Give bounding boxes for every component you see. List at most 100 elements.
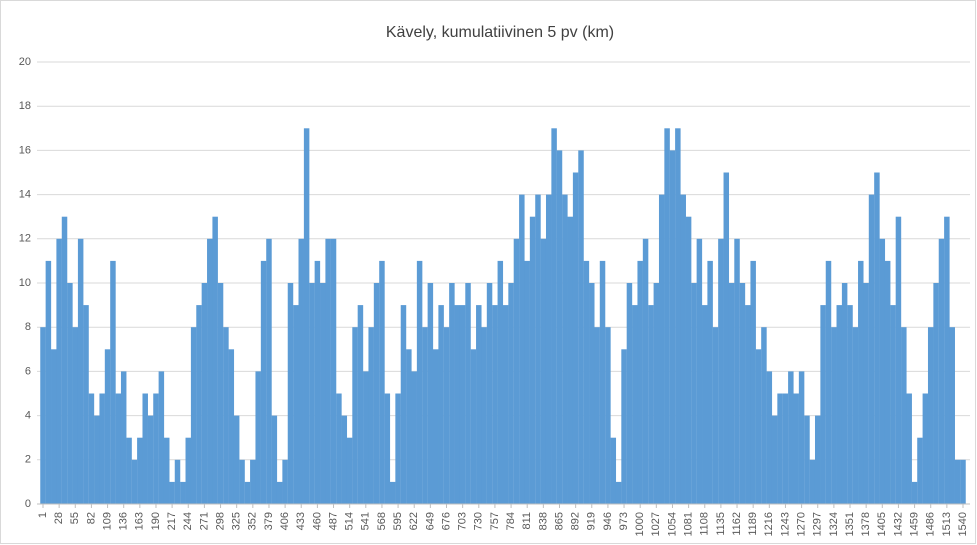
- bar: [137, 437, 143, 504]
- bar: [890, 305, 896, 504]
- y-tick-label: 10: [19, 277, 31, 289]
- bar: [497, 260, 504, 504]
- bar: [325, 238, 331, 505]
- y-tick-label: 18: [19, 100, 31, 112]
- bar: [621, 349, 627, 504]
- x-tick-label: 811: [521, 512, 533, 530]
- bar: [352, 327, 358, 504]
- bar: [61, 216, 68, 504]
- bar: [77, 238, 84, 505]
- x-tick-label: 1: [37, 512, 49, 518]
- bar: [648, 305, 654, 504]
- bar: [529, 216, 536, 504]
- bar: [287, 283, 294, 504]
- bar: [330, 238, 337, 505]
- bar: [459, 305, 466, 504]
- bar: [804, 415, 810, 504]
- bar: [207, 238, 213, 505]
- y-tick-label: 16: [19, 144, 31, 156]
- bar: [492, 305, 498, 504]
- x-tick-label: 433: [295, 512, 307, 530]
- x-tick-label: 1027: [650, 512, 662, 536]
- x-tick-label: 1108: [699, 512, 711, 536]
- x-tick-label: 1081: [683, 512, 695, 536]
- x-tick-label: 1459: [908, 512, 920, 536]
- bar: [400, 305, 407, 504]
- x-tick-label: 352: [247, 512, 259, 530]
- y-tick-label: 6: [25, 365, 31, 377]
- x-tick-label: 55: [69, 512, 81, 524]
- x-tick-label: 1216: [763, 512, 775, 536]
- bar: [427, 283, 434, 504]
- bar: [863, 283, 869, 504]
- bar: [438, 305, 444, 504]
- x-tick-label: 892: [570, 512, 582, 530]
- x-tick-label: 1162: [731, 512, 743, 536]
- bar: [260, 260, 267, 504]
- bar: [443, 327, 450, 504]
- bar: [879, 238, 886, 505]
- x-tick-label: 1378: [860, 512, 872, 536]
- bar: [852, 327, 859, 504]
- bar: [814, 415, 821, 504]
- bar: [922, 393, 929, 504]
- x-tick-label: 541: [360, 512, 372, 530]
- bar: [615, 481, 622, 504]
- bar: [831, 327, 837, 504]
- bar: [433, 349, 439, 504]
- bar: [927, 327, 934, 504]
- bar: [120, 371, 127, 504]
- bar: [212, 216, 218, 504]
- bar: [562, 194, 568, 504]
- x-tick-label: 1270: [796, 512, 808, 536]
- bar: [917, 437, 923, 504]
- bar: [599, 260, 606, 504]
- bar: [271, 415, 278, 504]
- bar: [755, 349, 762, 504]
- x-tick-label: 757: [489, 512, 501, 530]
- x-tick-label: 1486: [925, 512, 937, 536]
- bar: [669, 150, 676, 504]
- bar: [99, 393, 105, 504]
- bar: [454, 305, 461, 504]
- bar: [911, 481, 918, 504]
- bar: [847, 305, 853, 504]
- bar: [944, 216, 950, 504]
- bar: [411, 371, 417, 504]
- bar: [605, 327, 611, 504]
- bar: [94, 415, 100, 504]
- x-tick-label: 217: [166, 512, 178, 530]
- x-tick-label: 919: [586, 512, 598, 530]
- x-tick-label: 514: [344, 512, 356, 530]
- y-tick-label: 12: [19, 233, 31, 245]
- bar: [825, 260, 832, 504]
- bar: [954, 459, 961, 504]
- y-tick-label: 14: [19, 189, 31, 201]
- x-tick-label: 109: [101, 512, 113, 530]
- bar: [389, 481, 396, 504]
- bar: [486, 283, 493, 504]
- bar: [83, 305, 89, 504]
- x-tick-label: 730: [473, 512, 485, 530]
- bar: [481, 327, 487, 504]
- bar: [793, 393, 799, 504]
- bar: [685, 216, 692, 504]
- x-tick-label: 946: [602, 512, 614, 530]
- bar: [884, 260, 891, 504]
- chart-title: Kävely, kumulatiivinen 5 pv (km): [386, 24, 614, 41]
- y-tick-label: 0: [25, 498, 31, 510]
- bar: [949, 327, 955, 504]
- bar: [771, 415, 778, 504]
- x-tick-label: 190: [150, 512, 162, 530]
- bar: [702, 305, 708, 504]
- bar: [820, 305, 826, 504]
- x-tick-label: 82: [85, 512, 97, 524]
- bar: [745, 305, 751, 504]
- bar: [782, 393, 789, 504]
- x-tick-label: 487: [327, 512, 339, 530]
- bar: [465, 283, 471, 504]
- bar: [723, 172, 730, 504]
- bar: [718, 238, 724, 505]
- bar: [567, 216, 573, 504]
- x-tick-label: 1054: [666, 512, 678, 536]
